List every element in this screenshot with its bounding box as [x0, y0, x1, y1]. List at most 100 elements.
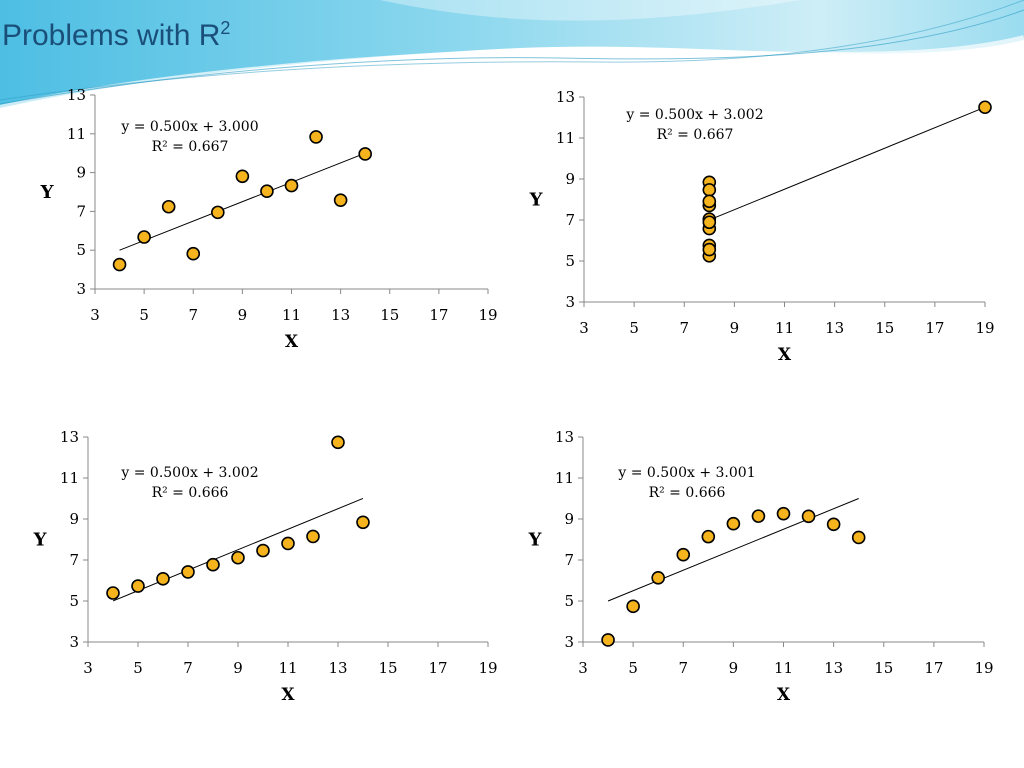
data-point [235, 169, 250, 184]
r-squared-label: R² = 0.666 [152, 485, 229, 501]
data-point [156, 572, 170, 586]
trend-line [112, 497, 364, 602]
x-tick-label: 3 [90, 306, 100, 324]
data-point [626, 599, 640, 614]
x-tick-label: 3 [579, 319, 589, 337]
y-tick-label: 13 [60, 428, 79, 446]
y-tick-label: 13 [67, 86, 86, 104]
trend-line [607, 498, 859, 602]
x-tick-label: 13 [331, 306, 350, 324]
x-tick-label: 17 [428, 659, 447, 677]
y-tick-label: 5 [565, 252, 575, 270]
y-tick-label: 7 [565, 211, 575, 229]
y-tick-label: 11 [67, 125, 86, 143]
slide-title: Problems with R2 [2, 18, 230, 53]
slide-title-superscript: 2 [220, 18, 231, 38]
data-point [306, 529, 320, 544]
y-tick-label: 3 [69, 633, 79, 651]
data-point [281, 536, 295, 551]
x-tick-label: 9 [238, 306, 248, 324]
x-tick-label: 3 [83, 659, 93, 677]
x-tick-label: 7 [678, 659, 688, 677]
x-tick-label: 9 [729, 659, 739, 677]
y-axis-label: Y [529, 190, 544, 211]
y-tick-label: 5 [76, 241, 86, 259]
regression-equation: y = 0.500x + 3.002 [625, 107, 763, 123]
data-point [333, 193, 348, 207]
data-point [131, 579, 145, 593]
data-point [112, 257, 127, 272]
x-tick-label: 5 [133, 659, 143, 677]
y-tick-label: 9 [564, 510, 574, 528]
y-tick-label: 3 [76, 280, 86, 298]
y-tick-label: 5 [564, 592, 574, 610]
data-point [676, 547, 691, 562]
x-tick-label: 13 [825, 319, 844, 337]
y-tick-label: 11 [60, 469, 79, 487]
r-squared-label: R² = 0.667 [657, 127, 734, 143]
trend-line [119, 152, 366, 251]
data-point [651, 571, 665, 585]
y-tick-label: 5 [69, 592, 79, 610]
x-axis-label: X [281, 685, 295, 705]
y-axis-label: Y [33, 530, 48, 551]
data-point [702, 194, 717, 209]
x-tick-label: 11 [775, 319, 794, 337]
x-axis-label: X [777, 685, 791, 705]
scatter-chart-4: 3 5 7 9 11 13 3 5 7 9 11 13 15 17 19 X Yy = 0.500x + 3.0… [528, 428, 994, 705]
x-tick-label: 9 [233, 659, 243, 677]
r-squared-label: R² = 0.666 [649, 485, 726, 501]
y-tick-label: 3 [564, 633, 574, 651]
regression-equation: y = 0.500x + 3.001 [617, 465, 755, 481]
data-point [137, 230, 151, 244]
r-squared-label: R² = 0.667 [152, 139, 229, 155]
regression-equation: y = 0.500x + 3.002 [120, 465, 258, 481]
y-tick-label: 13 [556, 88, 575, 106]
trend-line [709, 106, 986, 221]
y-tick-label: 7 [76, 202, 86, 220]
data-point [801, 509, 816, 524]
x-tick-label: 17 [429, 306, 448, 324]
data-point [701, 529, 716, 544]
x-tick-label: 19 [478, 306, 497, 324]
y-axis-label: Y [528, 530, 543, 551]
y-tick-label: 9 [76, 164, 86, 182]
x-tick-label: 13 [824, 659, 843, 677]
x-tick-label: 19 [975, 319, 994, 337]
x-tick-label: 9 [730, 319, 740, 337]
x-axis-label: X [285, 332, 299, 352]
y-axis-label: Y [40, 182, 55, 203]
y-tick-label: 13 [555, 428, 574, 446]
regression-equation: y = 0.500x + 3.000 [120, 119, 258, 135]
x-tick-label: 11 [774, 659, 793, 677]
data-point [309, 130, 323, 144]
x-axis-label: X [778, 345, 792, 365]
data-point [978, 100, 992, 115]
y-tick-label: 7 [564, 551, 574, 569]
x-tick-label: 7 [188, 306, 198, 324]
x-tick-label: 7 [679, 319, 689, 337]
data-point [776, 506, 791, 521]
y-tick-label: 9 [69, 510, 79, 528]
y-tick-label: 11 [555, 469, 574, 487]
data-point [331, 435, 345, 450]
data-point [231, 550, 245, 565]
scatter-chart-2: 3 5 7 9 11 13 3 5 7 9 11 13 15 17 19 X Yy = 0.500x + 3.0… [529, 88, 995, 365]
data-point [284, 178, 299, 193]
x-tick-label: 19 [974, 659, 993, 677]
data-point [702, 242, 717, 257]
data-point [106, 586, 120, 600]
x-tick-label: 17 [925, 319, 944, 337]
x-tick-label: 3 [578, 659, 588, 677]
x-tick-label: 19 [478, 659, 497, 677]
y-tick-label: 9 [565, 170, 575, 188]
x-tick-label: 15 [380, 306, 399, 324]
data-point [826, 517, 841, 532]
x-tick-label: 7 [183, 659, 193, 677]
data-point [851, 530, 866, 545]
data-point [702, 183, 717, 197]
x-tick-label: 15 [874, 659, 893, 677]
x-tick-label: 11 [278, 659, 297, 677]
y-tick-label: 11 [556, 129, 575, 147]
x-tick-label: 5 [139, 306, 149, 324]
